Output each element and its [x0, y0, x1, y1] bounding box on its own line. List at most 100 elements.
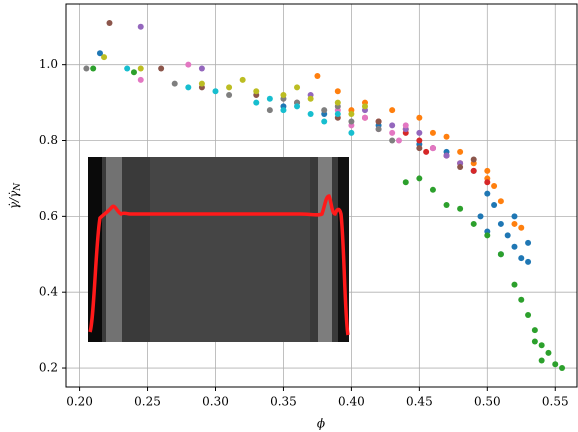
point	[158, 65, 165, 72]
point	[491, 201, 498, 208]
point	[239, 76, 246, 83]
point	[334, 99, 341, 106]
y-tick-label: 1.0	[39, 57, 58, 71]
point	[375, 126, 382, 133]
point	[314, 73, 321, 80]
point	[545, 349, 552, 356]
point	[280, 92, 287, 99]
x-tick-label: 0.55	[542, 395, 569, 409]
y-tick-label: 0.4	[39, 285, 58, 299]
point	[497, 251, 504, 258]
point	[518, 224, 525, 231]
y-axis-label-main: γ̇/γ̇	[7, 190, 21, 209]
y-tick-label: 0.2	[39, 361, 58, 375]
point	[518, 255, 525, 262]
point	[101, 54, 108, 61]
y-tick-label: 0.8	[39, 133, 58, 147]
point	[137, 76, 144, 83]
point	[185, 61, 192, 68]
point	[90, 65, 97, 72]
point	[321, 107, 328, 114]
x-tick-label: 0.40	[338, 395, 365, 409]
point	[470, 156, 477, 163]
point	[552, 361, 559, 368]
point	[538, 357, 545, 364]
point	[334, 88, 341, 95]
point	[348, 129, 355, 136]
point	[559, 365, 566, 372]
point	[429, 129, 436, 136]
point	[253, 88, 260, 95]
y-axis-label: γ̇/γ̇N	[7, 182, 23, 209]
point	[470, 167, 477, 174]
point	[389, 129, 396, 136]
point	[375, 118, 382, 125]
points-layer	[83, 19, 566, 372]
point	[348, 110, 355, 117]
x-tick-label: 0.35	[270, 395, 297, 409]
point	[518, 296, 525, 303]
point	[307, 95, 314, 102]
point	[416, 129, 423, 136]
point	[511, 213, 518, 220]
point	[212, 88, 219, 95]
point	[429, 186, 436, 193]
point	[525, 239, 532, 246]
inset-image	[88, 157, 350, 342]
point	[511, 220, 518, 227]
point	[307, 110, 314, 117]
point	[416, 175, 423, 182]
point	[402, 122, 409, 129]
point	[443, 152, 450, 159]
point	[484, 179, 491, 186]
point	[443, 133, 450, 140]
point	[484, 167, 491, 174]
point	[416, 137, 423, 144]
point	[477, 213, 484, 220]
point	[106, 19, 113, 26]
point	[361, 114, 368, 121]
point	[538, 342, 545, 349]
point	[470, 220, 477, 227]
point	[491, 183, 498, 190]
x-tick-label: 0.45	[406, 395, 433, 409]
point	[96, 50, 103, 57]
inset-background	[88, 157, 349, 342]
point	[389, 122, 396, 129]
point	[531, 338, 538, 345]
point	[253, 99, 260, 106]
point	[416, 114, 423, 121]
point	[226, 84, 233, 91]
point	[266, 95, 273, 102]
point	[389, 137, 396, 144]
point	[443, 201, 450, 208]
point	[423, 148, 430, 155]
point	[280, 107, 287, 114]
x-tick-label: 0.50	[474, 395, 501, 409]
point	[198, 65, 205, 72]
inset-edge	[88, 157, 102, 342]
point	[348, 118, 355, 125]
point	[429, 145, 436, 152]
x-tick-label: 0.25	[134, 395, 161, 409]
point	[497, 220, 504, 227]
point	[83, 65, 90, 72]
point	[457, 148, 464, 155]
point	[525, 258, 532, 265]
point	[321, 118, 328, 125]
point	[266, 107, 273, 114]
x-tick-label: 0.30	[202, 395, 229, 409]
point	[294, 84, 301, 91]
point	[130, 69, 137, 76]
point	[198, 80, 205, 87]
inset-band	[150, 157, 310, 342]
y-axis-label-sub: N	[13, 182, 23, 192]
point	[511, 281, 518, 288]
inset-stripe	[106, 157, 122, 342]
point	[525, 311, 532, 318]
point	[137, 23, 144, 30]
x-axis-label: ϕ	[317, 417, 325, 431]
point	[497, 198, 504, 205]
point	[484, 232, 491, 239]
